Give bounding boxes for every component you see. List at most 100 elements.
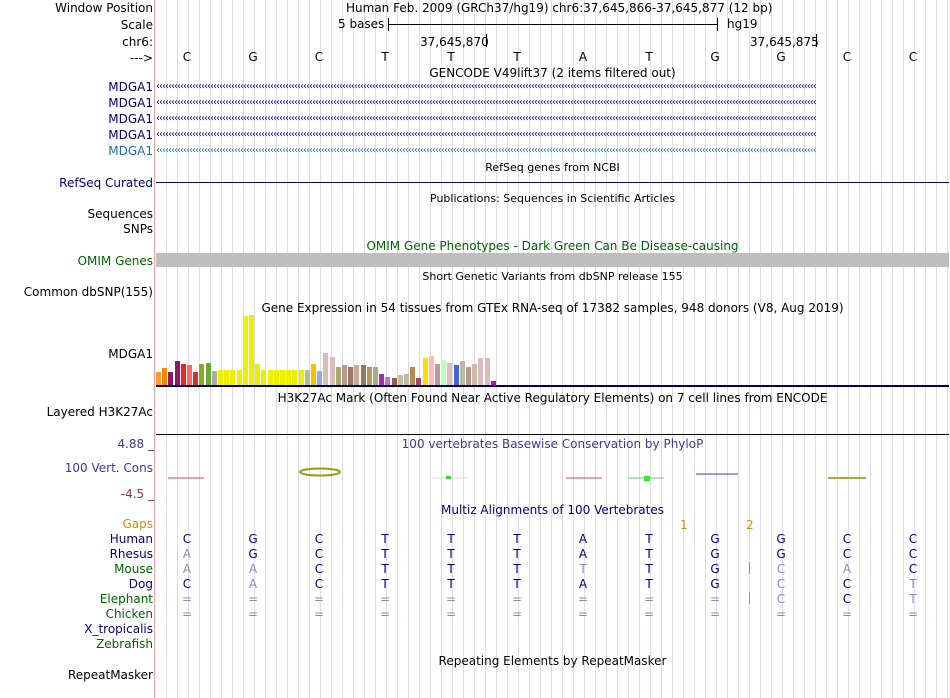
species-label-zebrafish[interactable]: Zebrafish [96, 637, 153, 651]
refseq-label[interactable]: RefSeq Curated [59, 176, 153, 190]
gencode-transcript[interactable]: ‹‹‹‹‹‹‹‹‹‹‹‹‹‹‹‹‹‹‹‹‹‹‹‹‹‹‹‹‹‹‹‹‹‹‹‹‹‹‹‹… [156, 145, 817, 156]
gtex-tissue-bar[interactable] [484, 358, 490, 385]
gtex-tissue-bar[interactable] [292, 370, 298, 385]
gtex-tissue-bar[interactable] [360, 365, 366, 385]
h3k27ac-label[interactable]: Layered H3K27Ac [46, 405, 153, 419]
gencode-transcript[interactable]: ‹‹‹‹‹‹‹‹‹‹‹‹‹‹‹‹‹‹‹‹‹‹‹‹‹‹‹‹‹‹‹‹‹‹‹‹‹‹‹‹… [156, 129, 817, 140]
gencode-gene-label[interactable]: MDGA1 [108, 112, 153, 126]
phylop-label[interactable]: 100 Vert. Cons [64, 461, 153, 475]
gtex-tissue-bar[interactable] [242, 316, 248, 385]
gtex-tissue-bar[interactable] [472, 364, 478, 385]
omim-bar[interactable] [156, 253, 949, 267]
gtex-tissue-bar[interactable] [199, 364, 205, 385]
gtex-tissue-bar[interactable] [342, 365, 347, 385]
gencode-gene-label[interactable]: MDGA1 [108, 80, 153, 94]
gtex-tissue-bar[interactable] [168, 372, 174, 385]
gtex-tissue-bar[interactable] [404, 374, 409, 385]
gtex-label[interactable]: MDGA1 [108, 347, 153, 361]
refseq-gene-line[interactable] [156, 182, 949, 183]
gtex-tissue-bar[interactable] [373, 367, 378, 385]
gencode-transcript[interactable]: ‹‹‹‹‹‹‹‹‹‹‹‹‹‹‹‹‹‹‹‹‹‹‹‹‹‹‹‹‹‹‹‹‹‹‹‹‹‹‹‹… [156, 113, 817, 124]
gtex-tissue-bar[interactable] [205, 363, 211, 385]
gtex-tissue-bar[interactable] [490, 381, 496, 385]
gtex-tissue-bar[interactable] [366, 367, 372, 385]
gtex-tissue-bar[interactable] [329, 357, 335, 385]
species-label-mouse[interactable]: Mouse [114, 562, 153, 576]
gtex-tissue-bar[interactable] [218, 370, 223, 385]
gtex-tissue-bar[interactable] [397, 375, 403, 385]
gtex-tissue-bar[interactable] [447, 363, 453, 385]
gtex-tissue-bar[interactable] [280, 370, 285, 385]
dbsnp-title[interactable]: Short Genetic Variants from dbSNP releas… [422, 270, 683, 283]
snps-label[interactable]: SNPs [123, 222, 153, 236]
gtex-tissue-bar[interactable] [422, 358, 428, 385]
gtex-tissue-bar[interactable] [174, 361, 180, 385]
gtex-tissue-bar[interactable] [435, 364, 440, 385]
repeatmasker-title[interactable]: Repeating Elements by RepeatMasker [438, 654, 667, 668]
gtex-tissue-bar[interactable] [267, 370, 273, 385]
species-label-elephant[interactable]: Elephant [99, 592, 153, 606]
gtex-tissue-bar[interactable] [391, 378, 397, 385]
dna-base: G [710, 50, 720, 64]
scale-assembly: hg19 [727, 17, 758, 31]
gtex-tissue-bar[interactable] [273, 370, 279, 385]
gencode-gene-label[interactable]: MDGA1 [108, 96, 153, 110]
gtex-tissue-bar[interactable] [441, 360, 447, 385]
refseq-title[interactable]: RefSeq genes from NCBI [485, 161, 620, 174]
gap-marker-elephant [749, 592, 750, 604]
gtex-tissue-bar[interactable] [459, 361, 465, 385]
gtex-tissue-bar[interactable] [249, 315, 254, 385]
gtex-tissue-bar[interactable] [379, 374, 385, 385]
dbsnp-label[interactable]: Common dbSNP(155) [23, 285, 153, 299]
sequences-label[interactable]: Sequences [87, 207, 153, 221]
gtex-tissue-bar[interactable] [193, 372, 199, 385]
gencode-transcript[interactable]: ‹‹‹‹‹‹‹‹‹‹‹‹‹‹‹‹‹‹‹‹‹‹‹‹‹‹‹‹‹‹‹‹‹‹‹‹‹‹‹‹… [156, 97, 817, 108]
phylop-plot[interactable] [156, 460, 949, 488]
gencode-gene-label[interactable]: MDGA1 [108, 144, 153, 158]
species-label-rhesus[interactable]: Rhesus [109, 547, 153, 561]
gaps-label[interactable]: Gaps [122, 517, 153, 531]
gtex-tissue-bar[interactable] [286, 370, 292, 385]
species-label-chicken[interactable]: Chicken [105, 607, 153, 621]
species-label-dog[interactable]: Dog [128, 577, 153, 591]
gtex-tissue-bar[interactable] [311, 364, 316, 385]
gencode-title[interactable]: GENCODE V49lift37 (2 items filtered out) [429, 66, 676, 80]
gtex-tissue-bar[interactable] [385, 377, 391, 385]
gtex-tissue-bar[interactable] [211, 371, 217, 385]
gtex-tissue-bar[interactable] [453, 365, 459, 385]
gtex-tissue-bar[interactable] [156, 372, 161, 385]
gtex-tissue-bar[interactable] [348, 367, 354, 385]
multiz-title[interactable]: Multiz Alignments of 100 Vertebrates [440, 503, 665, 517]
gtex-title[interactable]: Gene Expression in 54 tissues from GTEx … [261, 301, 844, 315]
publications-title[interactable]: Publications: Sequences in Scientific Ar… [430, 192, 675, 205]
repeatmasker-label[interactable]: RepeatMasker [67, 668, 153, 682]
species-label-x_tropicalis[interactable]: X_tropicalis [84, 622, 153, 636]
gtex-tissue-bar[interactable] [187, 365, 192, 385]
gtex-tissue-bar[interactable] [236, 370, 242, 385]
gtex-tissue-bar[interactable] [466, 367, 471, 385]
gencode-transcript[interactable]: ‹‹‹‹‹‹‹‹‹‹‹‹‹‹‹‹‹‹‹‹‹‹‹‹‹‹‹‹‹‹‹‹‹‹‹‹‹‹‹‹… [156, 81, 817, 92]
gtex-tissue-bar[interactable] [478, 358, 484, 385]
gtex-tissue-bar[interactable] [162, 368, 168, 385]
gtex-tissue-bar[interactable] [416, 378, 422, 385]
gtex-tissue-bar[interactable] [255, 364, 261, 385]
phylop-title[interactable]: 100 vertebrates Basewise Conservation by… [401, 437, 704, 451]
gtex-tissue-bar[interactable] [428, 356, 434, 385]
gtex-tissue-bar[interactable] [261, 370, 267, 385]
omim-label[interactable]: OMIM Genes [77, 254, 153, 268]
gtex-tissue-bar[interactable] [304, 370, 310, 385]
omim-title[interactable]: OMIM Gene Phenotypes - Dark Green Can Be… [366, 239, 739, 253]
gtex-tissue-bar[interactable] [410, 367, 416, 385]
gtex-tissue-bar[interactable] [323, 353, 329, 385]
species-label-human[interactable]: Human [109, 532, 153, 546]
gtex-tissue-bar[interactable] [317, 371, 323, 385]
gencode-gene-label[interactable]: MDGA1 [108, 128, 153, 142]
gtex-tissue-bar[interactable] [230, 370, 236, 385]
gtex-tissue-bar[interactable] [335, 367, 341, 385]
gtex-tissue-bar[interactable] [180, 364, 186, 385]
h3k27ac-title[interactable]: H3K27Ac Mark (Often Found Near Active Re… [277, 391, 828, 405]
gtex-tissue-bar[interactable] [298, 370, 304, 385]
gtex-tissue-bar[interactable] [224, 370, 230, 385]
gtex-tissue-bar[interactable] [354, 365, 360, 385]
